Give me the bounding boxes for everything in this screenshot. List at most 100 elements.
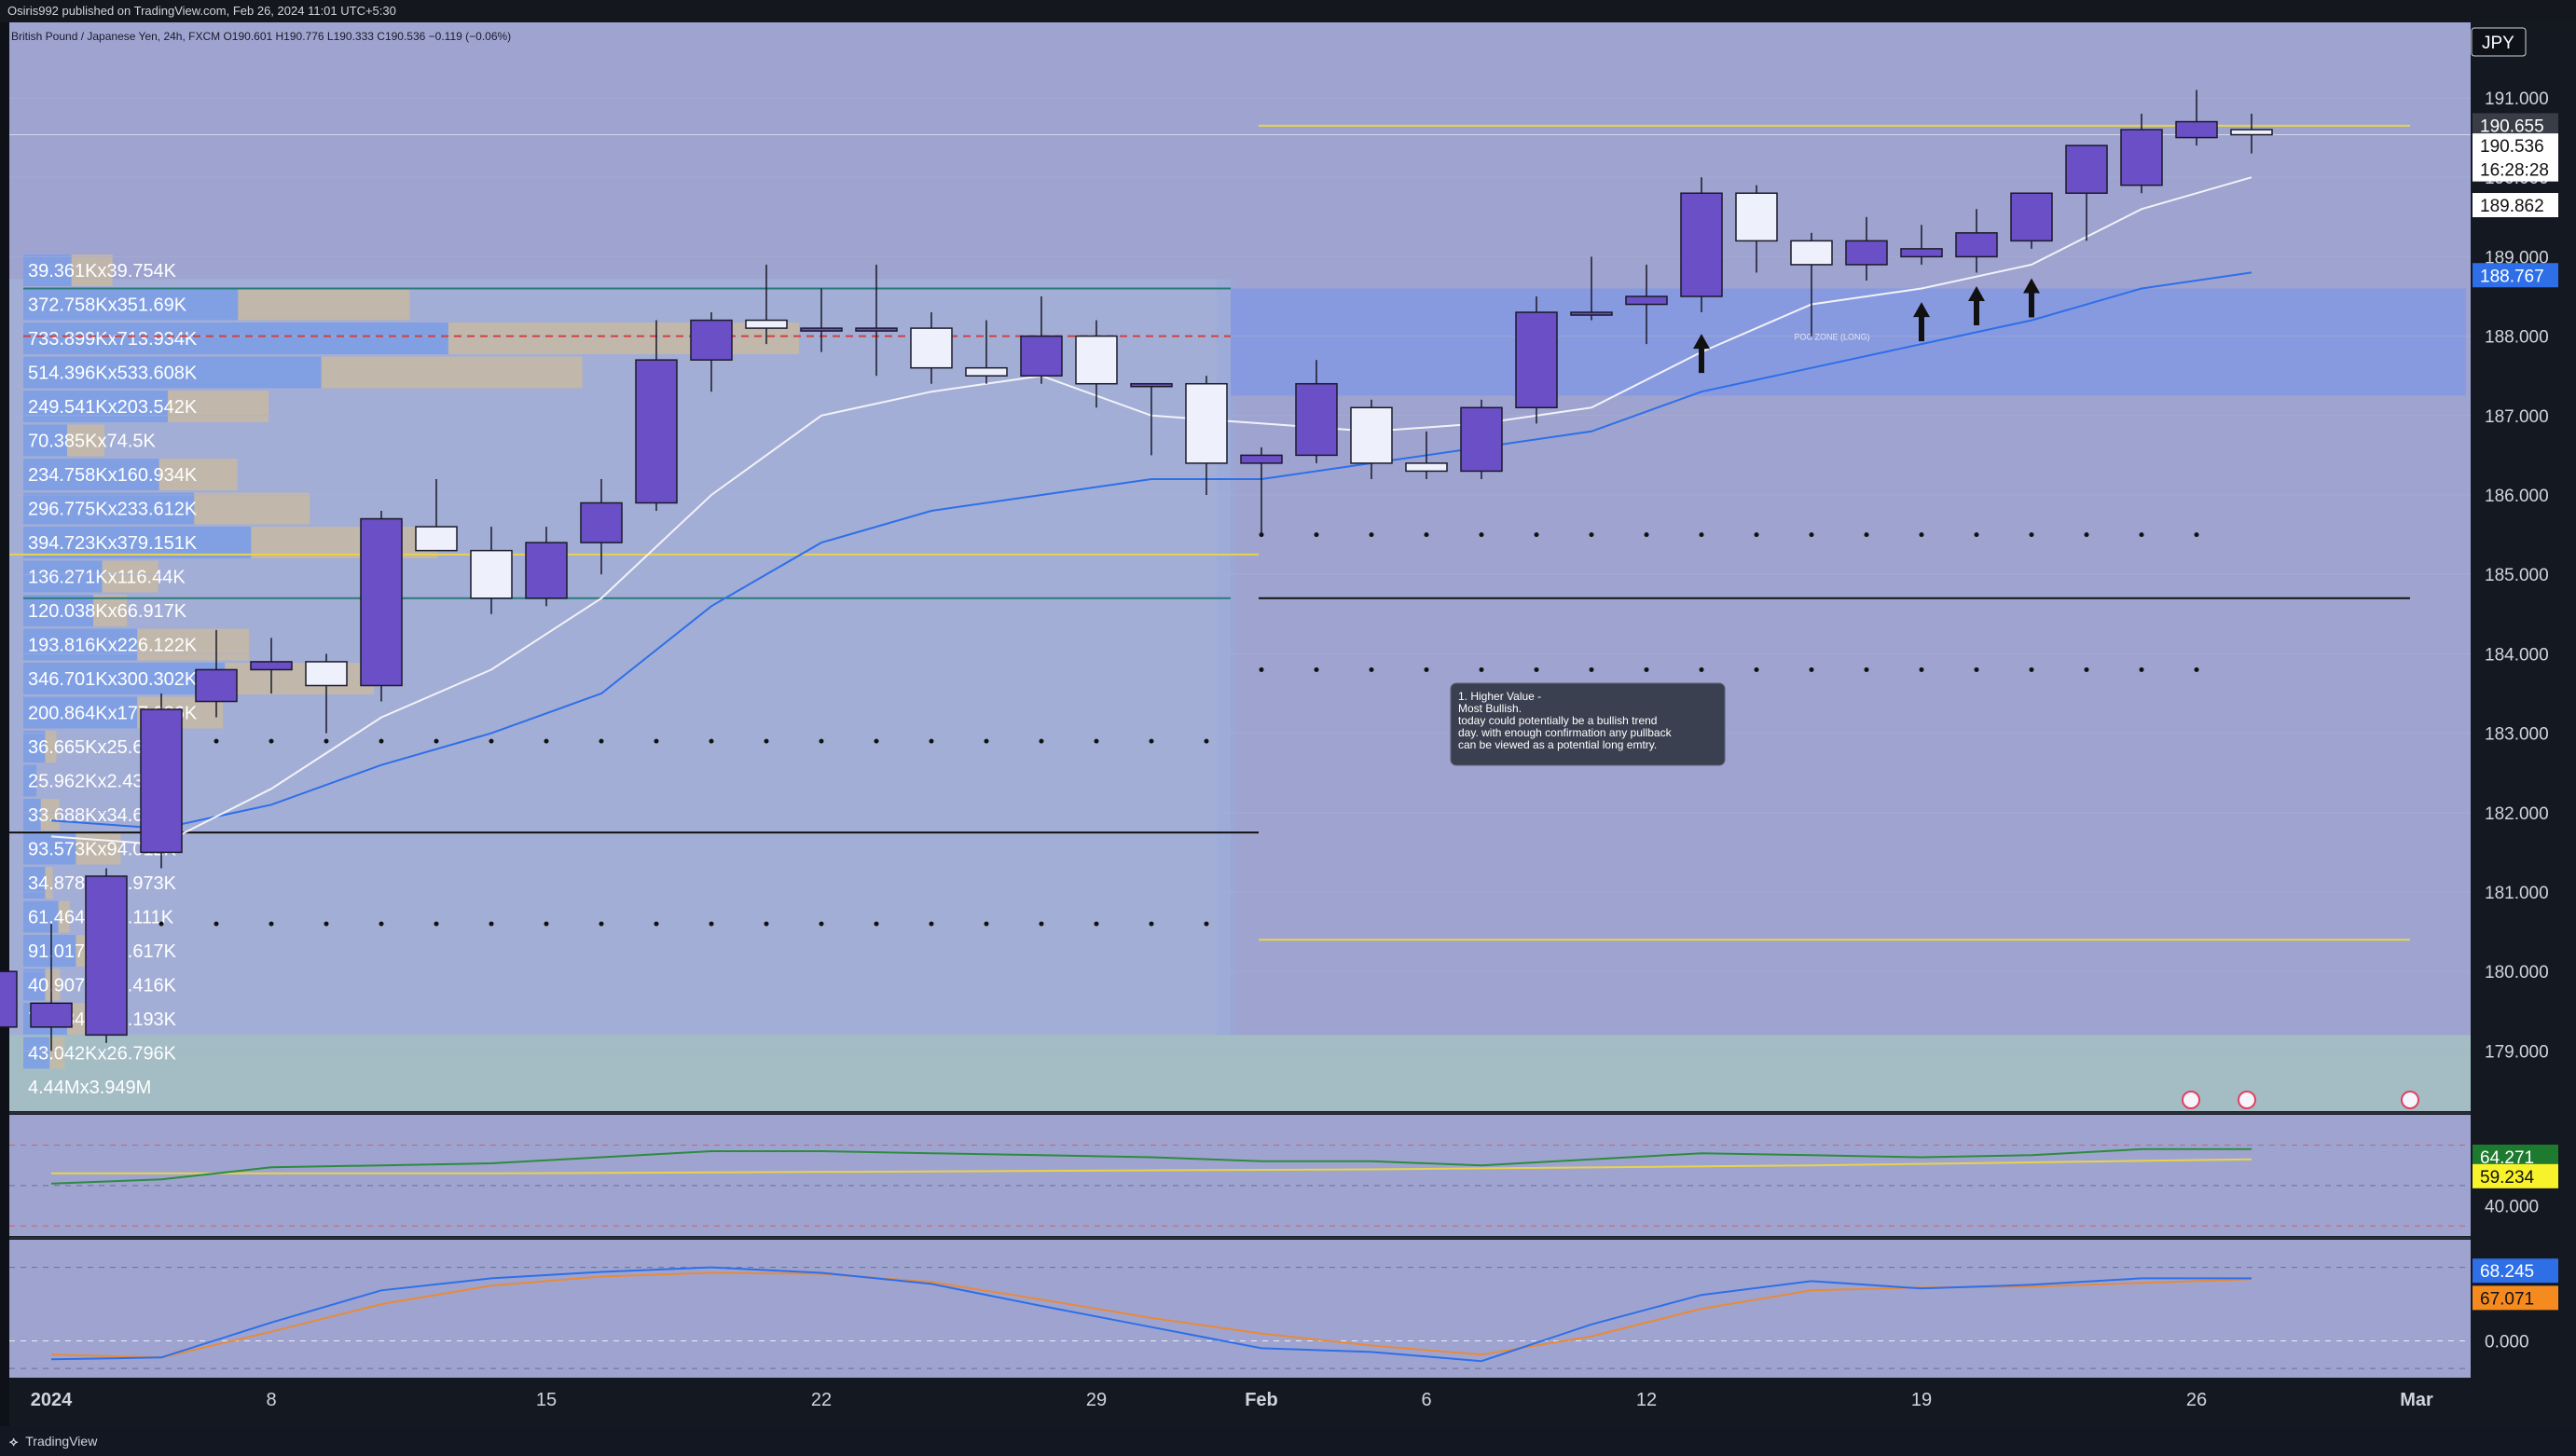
dotted-level-upper (1424, 532, 1429, 538)
volume-profile-sell-bar (321, 356, 583, 389)
volume-profile-sell-bar (225, 663, 375, 694)
price-label: 189.862 (2480, 197, 2544, 216)
candle-bullish (360, 517, 403, 687)
dotted-level-lower (1534, 666, 1539, 672)
candle-bullish (1240, 454, 1283, 464)
volume-profile-total-band (9, 1035, 2471, 1111)
dotted-level-lower (1974, 666, 1979, 672)
price-tick-label: 185.000 (2485, 566, 2549, 585)
volume-profile-buy-bar (23, 968, 46, 1001)
dotted-level-left-upper (489, 738, 494, 744)
candle-bearish (1735, 192, 1778, 242)
note-line: can be viewed as a potential long emtry. (1458, 738, 1657, 751)
dotted-level-left-lower (434, 921, 439, 927)
long-entry-arrow-icon (1913, 302, 1930, 342)
volume-profile-label: 394.723Kx379.151K (28, 533, 198, 554)
event-marker-icon (2182, 1091, 2200, 1109)
dotted-level-left-upper (984, 738, 989, 744)
dotted-level-left-lower (1039, 921, 1044, 927)
candle-bullish (0, 970, 18, 1028)
dotted-level-left-lower (1094, 921, 1099, 927)
dotted-level-left-lower (764, 921, 769, 927)
dotted-level-lower (1644, 666, 1649, 672)
volume-profile-sell-bar (238, 288, 410, 321)
volume-profile-buy-bar (23, 391, 169, 422)
dotted-level-lower (1809, 666, 1814, 672)
candle-bullish (1130, 382, 1173, 388)
volume-profile-sell-bar (45, 968, 61, 1001)
dotted-level-upper (2194, 532, 2199, 538)
candle-bearish (1790, 240, 1833, 266)
price-tick-label: 184.000 (2485, 645, 2549, 665)
dotted-level-lower (2084, 666, 2089, 672)
dotted-level-left-upper (214, 738, 219, 744)
price-label: 188.767 (2480, 267, 2544, 286)
time-tick-label: 29 (1086, 1390, 1107, 1410)
volume-profile-label: 372.758Kx351.69K (28, 295, 187, 316)
dotted-level-lower (1589, 666, 1594, 672)
candle-bullish (855, 327, 898, 332)
dotted-level-left-upper (654, 738, 659, 744)
indicator2-orange-label: 67.071 (2480, 1289, 2534, 1309)
volume-profile-sell-bar (137, 628, 250, 661)
dotted-level-lower (1919, 666, 1924, 672)
dotted-level-left-upper (544, 738, 549, 744)
indicator1-green-label: 64.271 (2480, 1148, 2534, 1168)
candle-bearish (305, 661, 348, 687)
time-tick-label: 26 (2186, 1390, 2207, 1410)
volume-profile-buy-bar (23, 527, 252, 558)
volume-profile-buy-bar (23, 935, 76, 967)
long-entry-arrow-icon (1693, 334, 1710, 374)
candle-bullish (1295, 382, 1338, 457)
price-tick-label: 180.000 (2485, 963, 2549, 982)
volume-profile-buy-bar (23, 323, 448, 354)
price-tick-label: 182.000 (2485, 804, 2549, 824)
candle-bullish (85, 875, 128, 1037)
candle-bearish (470, 549, 513, 599)
candle-bearish (745, 319, 788, 329)
dotted-level-lower (2194, 666, 2199, 672)
volume-profile-buy-bar (23, 424, 67, 457)
event-marker-icon (2401, 1091, 2419, 1109)
dotted-level-left-lower (709, 921, 714, 927)
dotted-level-left-upper (269, 738, 274, 744)
volume-profile-sell-bar (158, 459, 238, 490)
dotted-level-lower (2029, 666, 2034, 672)
publisher-bar: Osiris992 published on TradingView.com, … (0, 0, 2576, 22)
volume-profile-label: 733.899Kx713.934K (28, 329, 198, 350)
indicator1-pane-bg (9, 1115, 2471, 1236)
volume-profile-buy-bar (23, 628, 138, 661)
long-entry-arrow-icon (1968, 286, 1985, 326)
dotted-level-upper (1699, 532, 1704, 538)
note-line: Most Bullish. (1458, 702, 1522, 715)
footer-brand: TradingView (25, 1434, 98, 1449)
volume-profile-label: 4.44Mx3.949M (28, 1078, 151, 1098)
volume-profile-sell-bar (251, 527, 438, 558)
volume-profile-label: 120.038Kx66.917K (28, 601, 187, 622)
dotted-level-upper (1974, 532, 1979, 538)
long-entry-arrow-icon (2023, 278, 2040, 318)
volume-profile-buy-bar (23, 356, 322, 389)
indicator2-pane-bg (9, 1240, 2471, 1378)
indicator2-orange-line (50, 1271, 2252, 1359)
footer-bar: ⟡ TradingView (0, 1426, 2576, 1456)
volume-profile-buy-bar (23, 459, 159, 490)
volume-profile-buy-bar (23, 799, 41, 831)
publisher-text: Osiris992 published on TradingView.com, … (7, 4, 396, 18)
candle-bullish (1020, 335, 1063, 377)
volume-profile-buy-bar (23, 254, 72, 286)
dotted-level-left-lower (929, 921, 934, 927)
volume-profile-sell-bar (194, 492, 310, 525)
dotted-level-left-lower (544, 921, 549, 927)
symbol-info: British Pound / Japanese Yen, 24h, FXCM … (11, 30, 511, 43)
volume-profile-buy-bar (23, 900, 59, 933)
dotted-level-left-upper (764, 738, 769, 744)
dotted-level-upper (1864, 532, 1869, 538)
volume-profile-buy-bar (23, 288, 239, 321)
note-line: 1. Higher Value - (1458, 690, 1541, 703)
candle-bullish (1900, 248, 1943, 258)
dotted-level-upper (1369, 532, 1374, 538)
dotted-level-lower (1699, 666, 1704, 672)
